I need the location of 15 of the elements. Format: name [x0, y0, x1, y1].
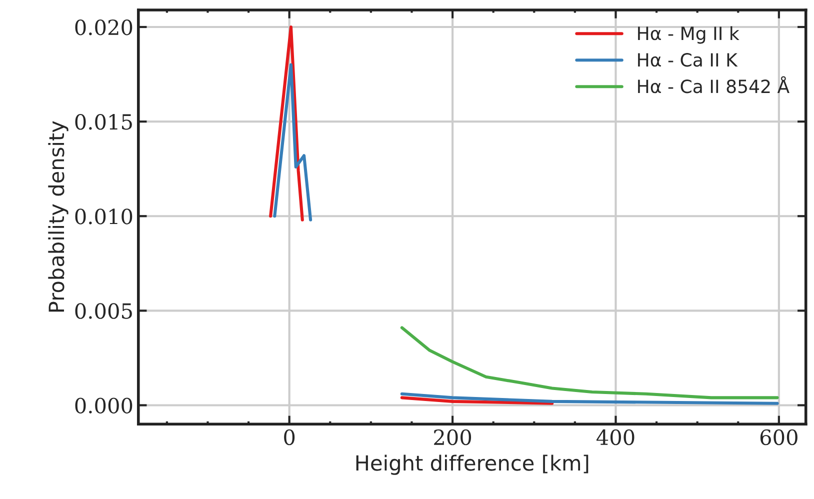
y-tick-label: 0.005	[75, 303, 132, 319]
legend-label: Hα - Mg II k	[638, 26, 740, 44]
y-tick-label: 0.015	[75, 114, 132, 130]
x-tick-label: 600	[760, 429, 798, 446]
y-tick-label: 0.000	[75, 398, 132, 414]
y-axis-title: Probability density	[48, 121, 68, 312]
x-axis-title: Height difference [km]	[356, 454, 588, 475]
x-tick-label: 400	[596, 429, 634, 446]
line-series	[400, 326, 779, 400]
x-tick-label: 200	[434, 429, 472, 446]
x-tick-label: 0	[284, 429, 295, 446]
legend-label: Hα - Ca II K	[638, 53, 738, 67]
legend-label: Hα - Ca II 8542 Å	[638, 76, 790, 94]
y-tick-label: 0.020	[75, 19, 132, 36]
y-tick-label: 0.010	[75, 208, 132, 224]
